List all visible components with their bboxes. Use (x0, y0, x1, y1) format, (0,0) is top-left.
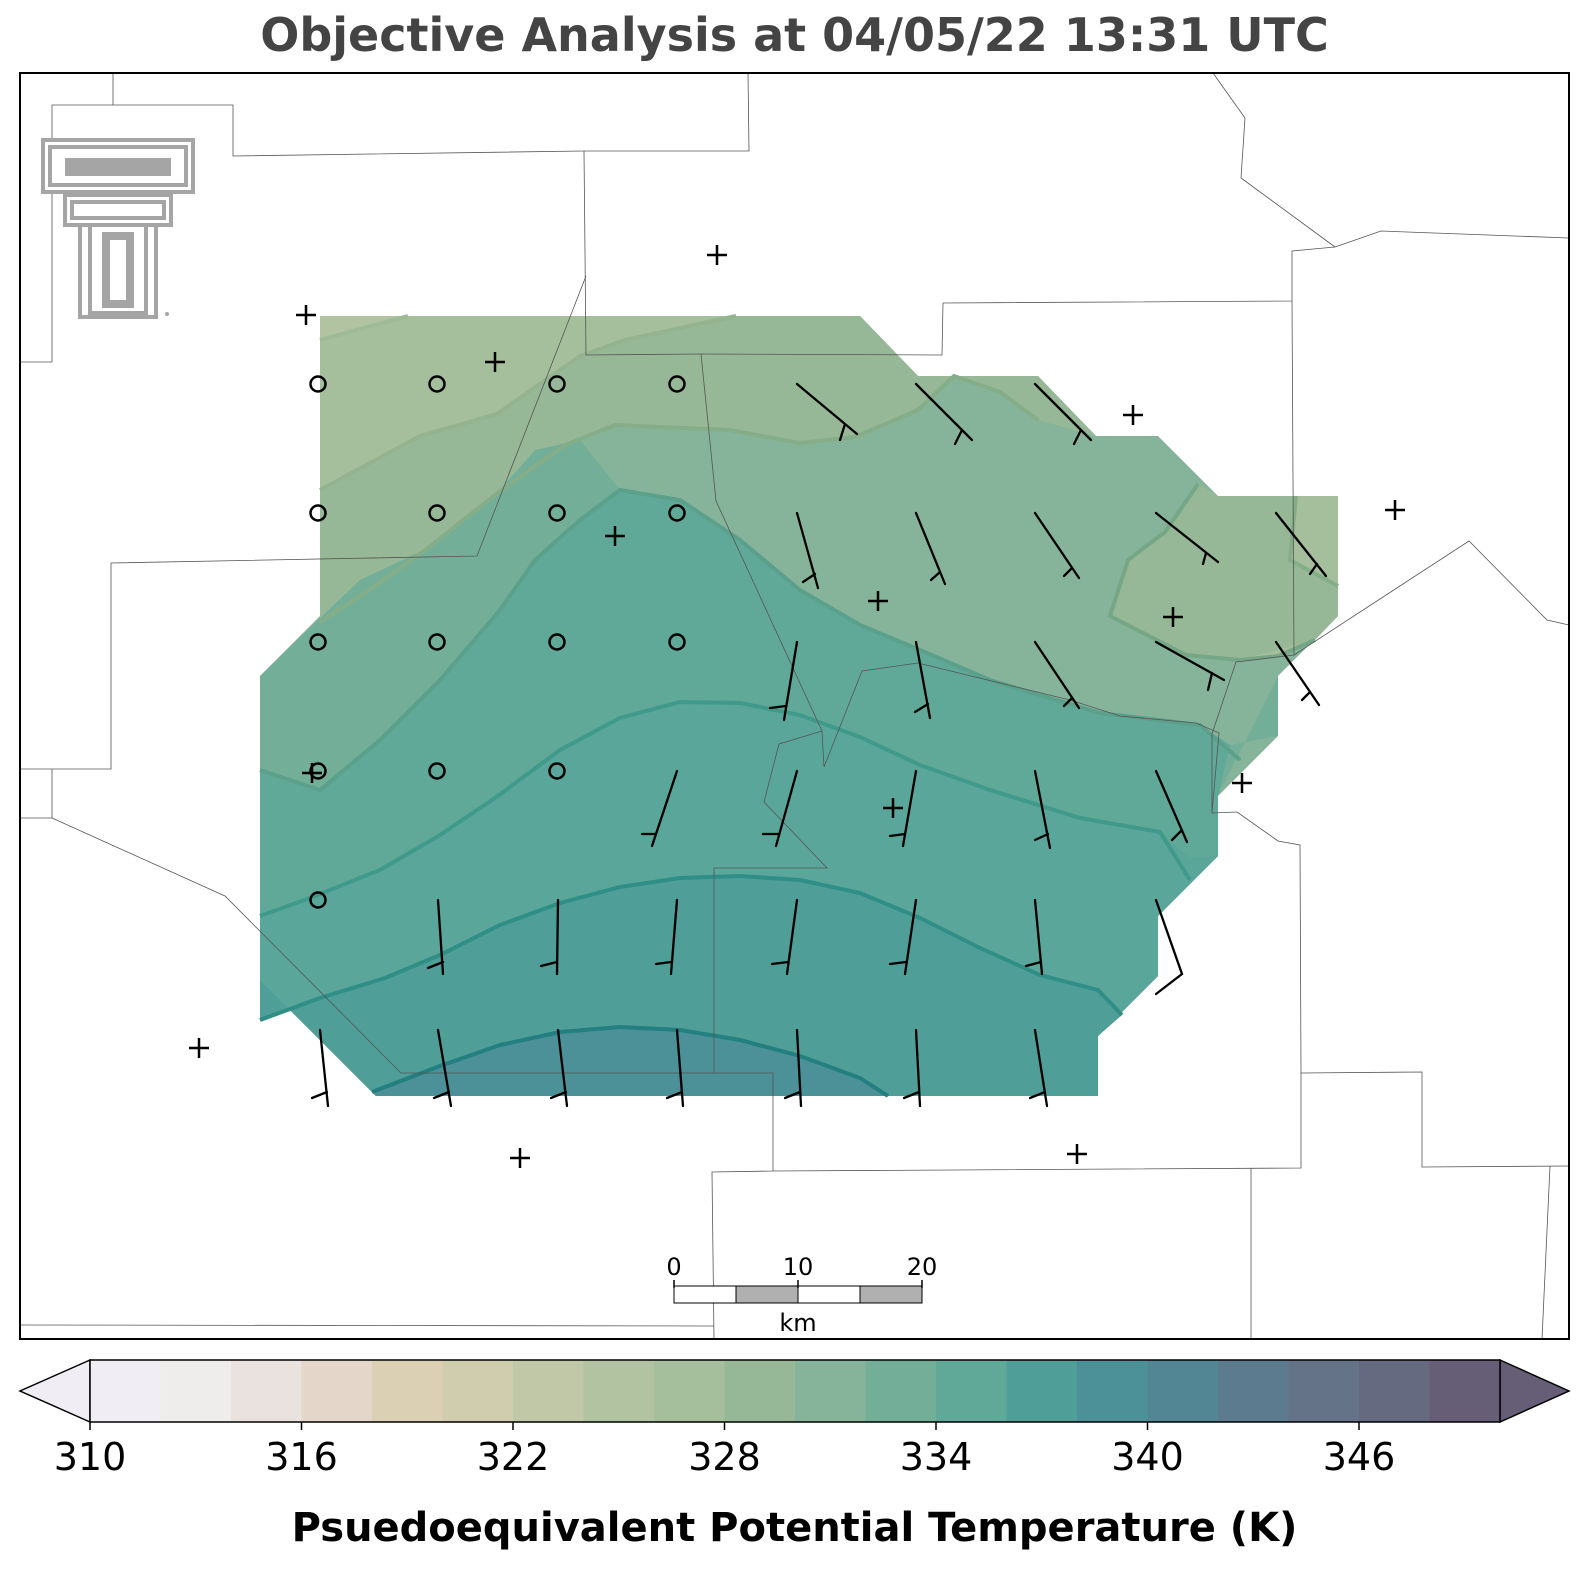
wind-barb (310, 1028, 330, 1108)
wind-barb (1028, 1028, 1049, 1108)
missing-station-marker (189, 245, 1405, 1168)
wind-barb (539, 898, 560, 976)
scale-bar: 0 10 20 km (666, 1253, 937, 1337)
wind-barb (1033, 511, 1081, 580)
colorbar-tick-label: 346 (1323, 1435, 1396, 1479)
colorbar-swatch (1147, 1360, 1219, 1422)
contour-line (259, 873, 1124, 1022)
colorbar-swatch (1288, 1360, 1360, 1422)
colorbar-tick-label: 310 (54, 1435, 127, 1479)
contour-line (259, 487, 1242, 793)
colorbar-swatch (724, 1360, 796, 1422)
colorbar-swatch (865, 1360, 937, 1422)
county-boundaries (20, 73, 1569, 1339)
colorbar-tick-label: 316 (265, 1435, 338, 1479)
colorbar-swatch (372, 1360, 443, 1422)
contour-line (371, 1024, 890, 1098)
colorbar-extend-high (1499, 1358, 1571, 1424)
colorbar-swatch (1218, 1360, 1289, 1422)
colorbar-frame (89, 1359, 1501, 1423)
colorbar-swatch (442, 1360, 514, 1422)
contour-line (1287, 495, 1339, 588)
wind-barb (1024, 898, 1044, 976)
colorbar-extend-low (18, 1358, 91, 1424)
contour-line (1107, 482, 1316, 663)
wind-barb (1274, 511, 1328, 578)
wind-barb (795, 511, 820, 590)
wind-barb (795, 382, 859, 442)
wind-barb (761, 769, 799, 848)
texas-tech-double-t-logo (41, 138, 195, 319)
contour-line (319, 314, 409, 342)
station-markers (189, 245, 1405, 1168)
wind-barb (888, 898, 918, 976)
colorbar-label: Psuedoequivalent Potential Temperature (… (291, 1505, 1298, 1551)
wind-barb (1154, 640, 1226, 692)
wind-barb (1274, 640, 1321, 707)
contour-line (318, 373, 1040, 624)
wind-barb (783, 1028, 803, 1108)
wind-barb (1154, 511, 1220, 566)
scale-unit: km (779, 1309, 816, 1337)
colorbar-swatch (160, 1360, 232, 1422)
wind-barb (654, 898, 679, 976)
wind-barbs (310, 382, 1328, 1108)
contour-line (259, 699, 1192, 918)
colorbar-tick-label: 328 (688, 1435, 761, 1479)
colorbar-swatch (1077, 1360, 1148, 1422)
wind-barb (432, 1028, 453, 1108)
wind-barb (1154, 898, 1184, 996)
colorbar-swatch (1429, 1360, 1501, 1422)
colorbar-swatch (90, 1360, 161, 1422)
wind-barb (914, 382, 974, 446)
colorbar-swatch (1359, 1360, 1430, 1422)
wind-barb (888, 769, 918, 848)
wind-barb (1033, 769, 1052, 850)
theta-e-contours (259, 314, 1339, 1098)
calm-wind-marker (309, 375, 686, 909)
colorbar-swatch (936, 1360, 1007, 1422)
wind-barb (549, 1028, 569, 1108)
wind-barb (426, 898, 445, 976)
wind-barb (770, 898, 799, 976)
map-title: Objective Analysis at 04/05/22 13:31 UTC (260, 8, 1329, 62)
scale-label-20: 20 (907, 1253, 938, 1281)
wind-barb (914, 511, 947, 586)
map-frame (19, 72, 1570, 1340)
wind-barb (768, 640, 799, 722)
colorbar-tick-label: 340 (1111, 1435, 1184, 1479)
wind-barb (1154, 769, 1189, 844)
colorbar-swatch (795, 1360, 866, 1422)
colorbar-tick-label: 322 (477, 1435, 550, 1479)
scale-label-0: 0 (666, 1253, 681, 1281)
colorbar-swatch (1006, 1360, 1078, 1422)
colorbar-tick-label: 334 (900, 1435, 973, 1479)
wind-barb (1033, 382, 1093, 446)
colorbar-swatch (513, 1360, 584, 1422)
scale-label-10: 10 (783, 1253, 814, 1281)
theta-e-field (260, 316, 1338, 1096)
wind-barb (640, 769, 679, 848)
wind-barb (902, 1028, 922, 1108)
colorbar-swatch (301, 1360, 373, 1422)
wind-barb (1033, 640, 1081, 710)
wind-barb (665, 1028, 685, 1108)
wind-barb (913, 640, 932, 720)
colorbar-swatch (654, 1360, 725, 1422)
contour-line (319, 314, 737, 492)
colorbar-swatch (583, 1360, 655, 1422)
colorbar: 310 316 322 328 334 340 346 (18, 1358, 1571, 1479)
colorbar-swatch (231, 1360, 302, 1422)
